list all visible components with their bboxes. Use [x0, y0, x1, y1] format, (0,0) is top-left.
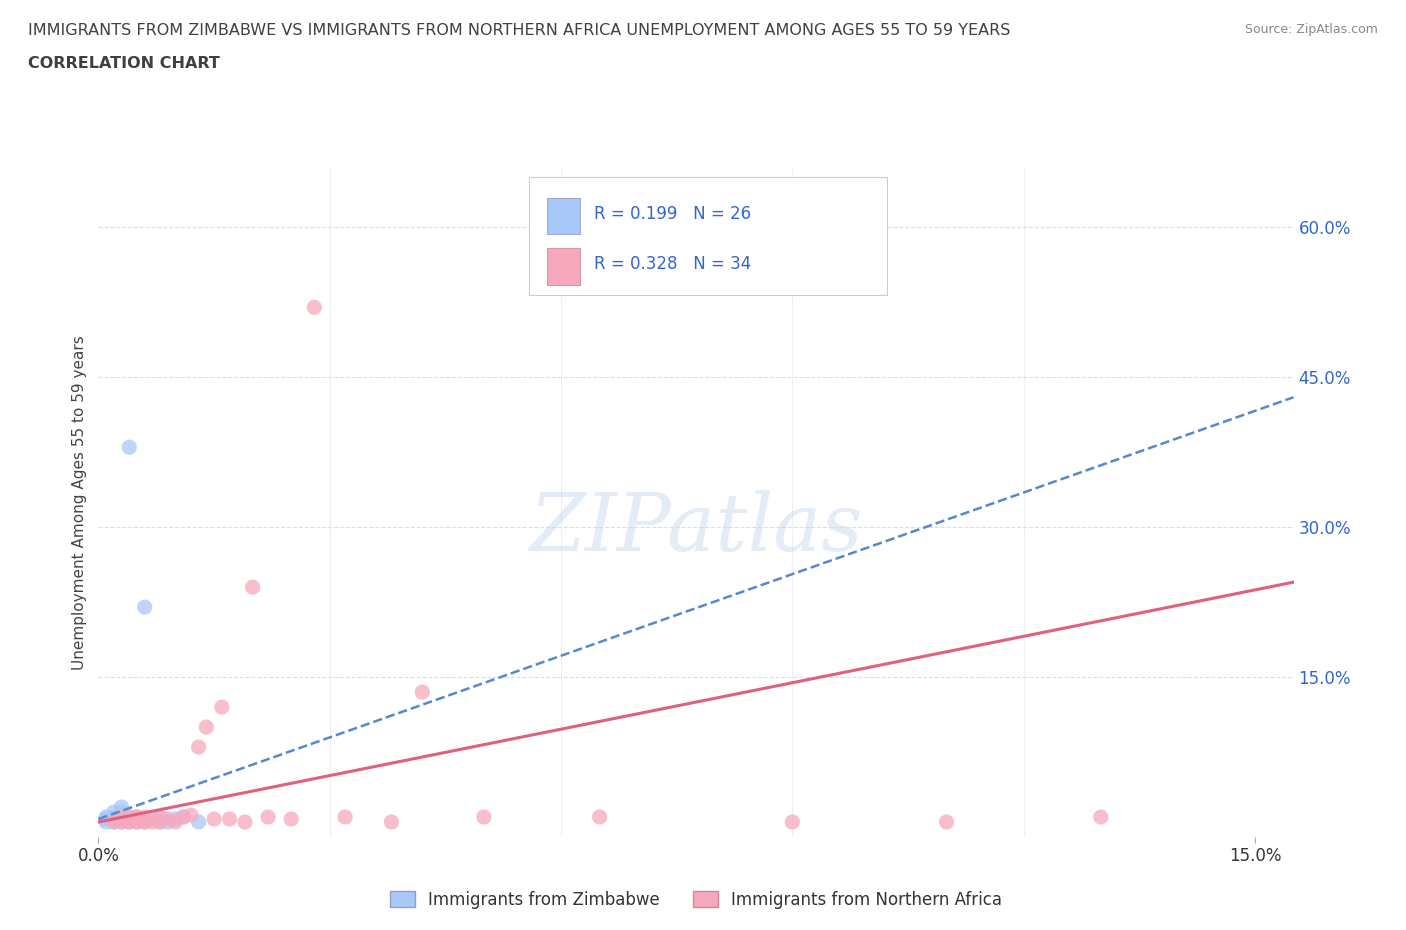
Text: ZIPatlas: ZIPatlas: [529, 490, 863, 567]
Point: [149, 815, 172, 830]
Point: [472, 810, 495, 825]
Point: [134, 815, 156, 830]
Point: [103, 810, 125, 825]
Text: Source: ZipAtlas.com: Source: ZipAtlas.com: [1244, 23, 1378, 36]
Point: [180, 807, 202, 822]
Point: [411, 684, 433, 699]
Point: [187, 815, 209, 830]
Point: [110, 804, 132, 819]
Text: R = 0.199   N = 26: R = 0.199 N = 26: [595, 206, 752, 223]
Text: R = 0.328   N = 34: R = 0.328 N = 34: [595, 256, 752, 273]
Point: [165, 812, 187, 827]
Point: [134, 815, 156, 830]
Point: [333, 810, 356, 825]
Point: [118, 815, 141, 830]
Point: [588, 810, 610, 825]
Point: [195, 720, 218, 735]
FancyBboxPatch shape: [547, 197, 581, 234]
Point: [149, 810, 172, 825]
Point: [103, 812, 125, 827]
Point: [156, 815, 179, 830]
Legend: Immigrants from Zimbabwe, Immigrants from Northern Africa: Immigrants from Zimbabwe, Immigrants fro…: [382, 884, 1010, 916]
Point: [134, 810, 156, 825]
Point: [1090, 810, 1112, 825]
Point: [103, 804, 125, 819]
Point: [110, 815, 132, 830]
Point: [125, 810, 148, 825]
Point: [134, 600, 156, 615]
Point: [94, 810, 117, 825]
Point: [118, 440, 141, 455]
Point: [118, 810, 141, 825]
Point: [94, 815, 117, 830]
Point: [782, 815, 804, 830]
Point: [125, 810, 148, 825]
Point: [149, 815, 172, 830]
FancyBboxPatch shape: [547, 247, 581, 285]
Point: [125, 815, 148, 830]
Point: [211, 699, 233, 714]
Point: [118, 815, 141, 830]
Point: [202, 812, 225, 827]
Point: [125, 815, 148, 830]
Point: [156, 812, 179, 827]
Text: CORRELATION CHART: CORRELATION CHART: [28, 56, 219, 71]
Point: [141, 812, 163, 827]
Point: [935, 815, 957, 830]
Point: [218, 812, 240, 827]
Point: [257, 810, 280, 825]
Point: [94, 812, 117, 827]
Point: [141, 815, 163, 830]
Point: [172, 810, 194, 825]
Point: [187, 739, 209, 754]
Point: [165, 815, 187, 830]
Point: [110, 815, 132, 830]
Point: [233, 815, 256, 830]
Point: [103, 815, 125, 830]
Point: [149, 810, 172, 825]
Point: [242, 579, 264, 594]
FancyBboxPatch shape: [529, 178, 887, 295]
Point: [172, 810, 194, 825]
Point: [280, 812, 302, 827]
Point: [304, 299, 326, 314]
Point: [103, 815, 125, 830]
Point: [110, 810, 132, 825]
Point: [110, 812, 132, 827]
Y-axis label: Unemployment Among Ages 55 to 59 years: Unemployment Among Ages 55 to 59 years: [72, 335, 87, 670]
Text: IMMIGRANTS FROM ZIMBABWE VS IMMIGRANTS FROM NORTHERN AFRICA UNEMPLOYMENT AMONG A: IMMIGRANTS FROM ZIMBABWE VS IMMIGRANTS F…: [28, 23, 1011, 38]
Point: [110, 810, 132, 825]
Point: [380, 815, 402, 830]
Point: [110, 800, 132, 815]
Point: [118, 810, 141, 825]
